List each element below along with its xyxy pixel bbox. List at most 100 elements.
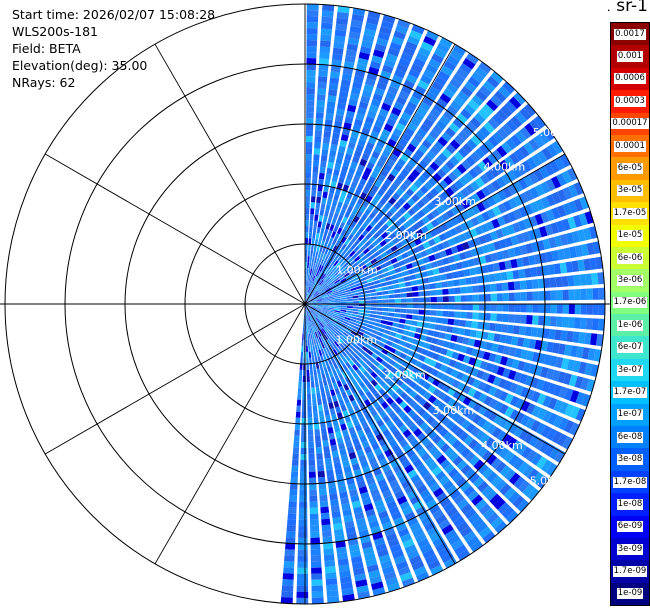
range-gate — [584, 211, 594, 225]
range-gate — [364, 306, 371, 310]
colorbar-cell: 0.0017 — [611, 23, 649, 46]
range-gate — [299, 363, 303, 370]
range-gate — [413, 479, 425, 489]
range-gate — [501, 433, 513, 445]
range-gate — [370, 258, 378, 265]
range-gate — [454, 179, 464, 190]
range-gate — [384, 236, 392, 244]
range-gate — [351, 463, 361, 472]
range-gate — [389, 153, 399, 163]
range-gate — [508, 314, 515, 323]
range-gate — [373, 414, 382, 423]
range-gate — [446, 105, 458, 117]
range-gate — [305, 250, 308, 257]
range-gate — [507, 281, 515, 291]
range-gate — [324, 119, 333, 127]
range-gate — [306, 82, 316, 89]
range-gate — [471, 193, 481, 203]
range-gate — [486, 471, 498, 483]
range-gate — [305, 321, 307, 328]
range-gate — [348, 186, 356, 194]
range-gate — [395, 560, 409, 571]
range-gate — [359, 46, 372, 55]
range-gate — [355, 112, 365, 121]
range-gate — [314, 380, 319, 388]
range-gate — [431, 352, 440, 361]
range-gate — [354, 384, 362, 392]
range-gate — [317, 88, 327, 96]
range-gate — [542, 238, 551, 250]
range-gate — [392, 127, 403, 137]
range-gate — [404, 163, 414, 173]
range-gate — [376, 307, 383, 311]
range-gate — [306, 70, 316, 77]
range-gate — [311, 275, 315, 282]
range-gate — [338, 241, 344, 249]
range-gate — [330, 71, 340, 79]
range-gate — [363, 352, 371, 360]
range-gate — [348, 374, 355, 382]
range-gate — [309, 307, 314, 313]
range-gate — [499, 403, 509, 415]
range-gate — [501, 324, 508, 333]
range-gate — [439, 93, 452, 104]
range-gate — [362, 497, 372, 506]
range-gate — [388, 312, 395, 317]
range-gate — [388, 303, 395, 308]
range-gate — [329, 150, 337, 158]
range-gate — [329, 243, 335, 251]
range-gate — [306, 327, 309, 334]
range-gate — [311, 184, 317, 191]
range-gate — [344, 289, 352, 293]
range-gate — [406, 101, 418, 111]
range-gate — [342, 128, 351, 136]
range-gate — [314, 283, 319, 290]
range-gate — [423, 426, 434, 436]
range-gate — [362, 370, 370, 378]
range-gate — [416, 369, 425, 378]
range-gate — [365, 141, 375, 150]
range-gate — [399, 287, 407, 293]
range-gate — [336, 201, 343, 209]
range-gate — [311, 268, 315, 275]
range-gate — [505, 335, 513, 345]
range-gate — [563, 247, 572, 260]
range-gate — [425, 30, 439, 41]
range-gate — [520, 314, 527, 324]
range-gate — [436, 98, 448, 109]
range-gate — [306, 292, 309, 299]
range-gate — [381, 401, 389, 410]
range-gate — [294, 429, 300, 436]
range-gate — [412, 291, 419, 297]
range-gate — [341, 322, 348, 328]
range-gate — [326, 291, 333, 296]
range-gate — [394, 308, 401, 313]
range-gate — [429, 283, 437, 290]
range-gate — [373, 537, 386, 546]
range-gate — [314, 356, 319, 364]
range-gate — [342, 282, 349, 287]
range-gate — [342, 67, 354, 75]
range-gate — [367, 514, 378, 523]
range-gate — [450, 369, 459, 378]
range-gate — [341, 587, 354, 596]
range-gate — [424, 181, 434, 191]
range-gate — [319, 494, 328, 502]
range-gate — [320, 348, 325, 355]
range-gate — [529, 201, 540, 213]
range-gate — [400, 391, 409, 400]
range-gate — [417, 538, 430, 549]
range-gate — [310, 298, 316, 302]
colorbar-tick-label: 1.7e-07 — [612, 386, 648, 398]
range-gate — [371, 581, 384, 591]
range-gate — [338, 288, 345, 293]
range-gate — [442, 88, 455, 99]
range-gate — [309, 256, 313, 263]
range-gate — [442, 240, 450, 249]
range-gate — [453, 253, 461, 262]
range-gate — [311, 256, 315, 263]
range-gate — [401, 192, 410, 202]
range-gate — [585, 273, 593, 286]
range-gate — [324, 384, 330, 392]
range-gate — [447, 255, 456, 264]
